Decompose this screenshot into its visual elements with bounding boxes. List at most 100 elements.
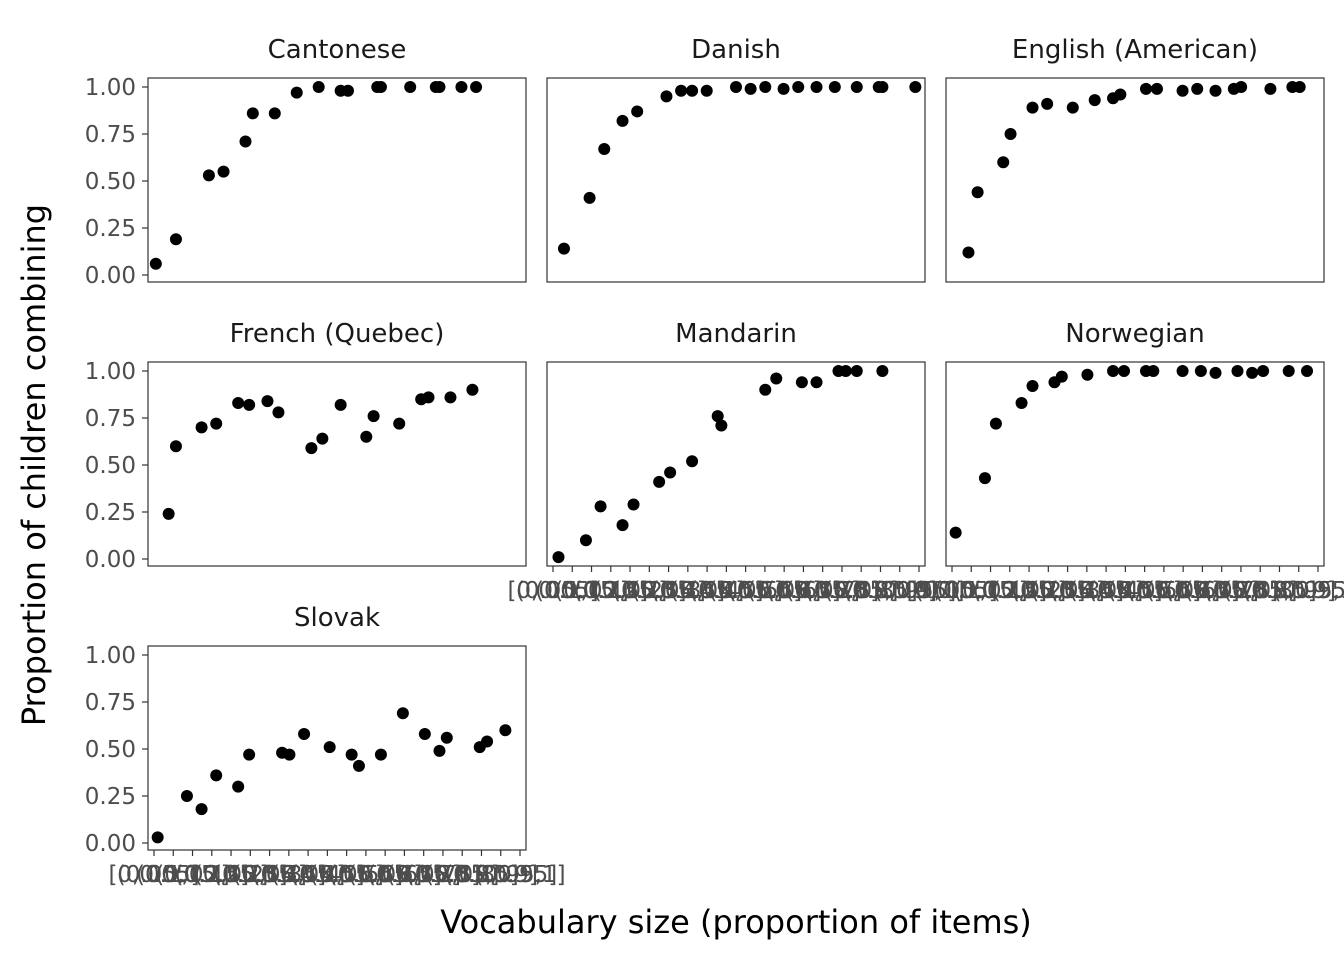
x-axis-title: Vocabulary size (proportion of items)	[440, 903, 1032, 941]
data-point-english-american	[1150, 82, 1163, 95]
data-point-english-american	[962, 246, 975, 259]
y-tick-label: 1.00	[85, 75, 136, 101]
x-tick-label: (0.8,0.85]	[1204, 578, 1317, 604]
data-point-english-american	[1066, 101, 1079, 114]
panel-frame	[147, 77, 527, 283]
x-tick-label: [0,0.05]	[108, 862, 199, 888]
data-point-danish	[730, 81, 742, 93]
x-tick-label: (0.7,0.75]	[367, 862, 480, 888]
data-point-norwegian	[1147, 365, 1160, 377]
data-point-mandarin	[839, 365, 852, 377]
data-point-french-quebec	[195, 421, 208, 434]
data-point-mandarin	[715, 419, 728, 432]
data-point-norwegian	[1194, 365, 1207, 377]
data-point-cantonese	[455, 81, 468, 93]
data-point-norwegian	[1282, 365, 1295, 377]
data-point-english-american	[1209, 84, 1222, 97]
data-point-english-american	[997, 156, 1010, 169]
x-tick-label: (0.8,0.85]	[406, 862, 519, 888]
x-tick-label: (0.3,0.35]	[612, 578, 725, 604]
data-point-cantonese	[312, 81, 325, 93]
panel-english-american: English (American)	[945, 35, 1325, 283]
data-point-norwegian	[978, 472, 991, 485]
data-point-danish	[876, 81, 889, 93]
y-tick-label: 0.25	[85, 216, 136, 242]
x-tick-label: (0.15,0.2]	[953, 578, 1066, 604]
data-point-slovak	[243, 748, 256, 761]
data-point-mandarin	[770, 372, 783, 385]
data-point-norwegian	[1176, 365, 1189, 377]
x-tick-label: (0.9,0.95]	[1242, 578, 1344, 604]
data-point-french-quebec	[232, 396, 245, 409]
data-point-danish	[598, 143, 611, 156]
data-point-slovak	[345, 748, 358, 761]
panel-title-cantonese: Cantonese	[268, 35, 407, 65]
x-tick-label: (0.45,0.5]	[1069, 578, 1182, 604]
x-tick-label: (0.45,0.5]	[271, 862, 384, 888]
data-point-danish	[675, 84, 688, 97]
data-point-norwegian	[1015, 396, 1028, 409]
y-tick-label: 0.75	[85, 122, 136, 148]
data-point-french-quebec	[305, 442, 318, 455]
x-tick-label: (0.45,0.5]	[670, 578, 783, 604]
panel-title-french-quebec: French (Quebec)	[230, 319, 445, 349]
data-point-slovak	[396, 707, 409, 720]
x-tick-label: (0.2,0.25]	[973, 578, 1086, 604]
data-point-danish	[828, 81, 841, 93]
x-tick-label: (0.8,0.85]	[805, 578, 918, 604]
x-tick-label: (0.35,0.4]	[631, 578, 744, 604]
data-point-norwegian	[1107, 365, 1120, 377]
data-point-slovak	[352, 759, 365, 772]
data-point-norwegian	[1081, 368, 1094, 381]
data-point-english-american	[1114, 88, 1127, 101]
data-point-french-quebec	[444, 391, 457, 404]
panel-title-danish: Danish	[691, 35, 781, 65]
data-point-danish	[792, 81, 805, 93]
data-point-norwegian	[1209, 366, 1222, 379]
data-point-cantonese	[433, 81, 446, 93]
data-point-mandarin	[850, 365, 863, 377]
data-point-french-quebec	[393, 417, 406, 430]
x-tick-label: (0.75,0.8]	[785, 578, 898, 604]
data-point-mandarin	[664, 466, 677, 479]
x-tick-label: (0.6,0.65]	[1127, 578, 1240, 604]
data-point-danish	[583, 191, 596, 204]
x-tick-label: (0.55,0.6]	[1107, 578, 1220, 604]
x-tick-label: (0.6,0.65]	[728, 578, 841, 604]
x-tick-label: (0.95,1]	[873, 578, 964, 604]
panel-norwegian: Norwegian[0,0.05](0.05,0.1](0.1,0.15](0.…	[906, 319, 1344, 604]
x-tick-label: (0.1,0.15]	[934, 578, 1047, 604]
panel-frame	[147, 645, 527, 851]
data-point-slovak	[210, 769, 223, 782]
data-point-english-american	[1293, 81, 1306, 93]
panel-title-english-american: English (American)	[1012, 35, 1258, 65]
data-point-slovak	[151, 831, 164, 844]
data-point-french-quebec	[466, 383, 479, 396]
panel-mandarin: Mandarin [0,0.05](0.05,0.1](0.1,0.15](0.1…	[507, 319, 964, 604]
x-tick-label: (0.4,0.45]	[651, 578, 764, 604]
data-point-norwegian	[949, 526, 962, 539]
x-tick-label: (0.1,0.15]	[136, 862, 249, 888]
x-tick-label: (0.55,0.6]	[309, 862, 422, 888]
x-tick-label: (0.5,0.55]	[689, 578, 802, 604]
data-point-cantonese	[290, 86, 303, 99]
data-point-danish	[909, 81, 922, 93]
data-point-english-american	[1139, 82, 1152, 95]
data-point-french-quebec	[272, 406, 285, 419]
data-point-slovak	[481, 735, 494, 748]
data-point-mandarin	[616, 519, 629, 532]
x-tick-label: (0.9,0.95]	[843, 578, 956, 604]
data-point-norwegian	[1231, 365, 1244, 377]
data-point-english-american	[1235, 81, 1248, 93]
x-tick-label: (0.75,0.8]	[386, 862, 499, 888]
data-point-slovak	[418, 727, 431, 740]
data-point-danish	[660, 90, 673, 103]
x-tick-label: [0,0.05]	[906, 578, 997, 604]
panel-frame	[945, 77, 1325, 283]
x-tick-label: (0.9,0.95]	[444, 862, 557, 888]
data-point-norwegian	[1301, 365, 1314, 377]
data-point-danish	[744, 82, 757, 95]
data-point-french-quebec	[422, 391, 435, 404]
data-point-danish	[616, 114, 629, 127]
